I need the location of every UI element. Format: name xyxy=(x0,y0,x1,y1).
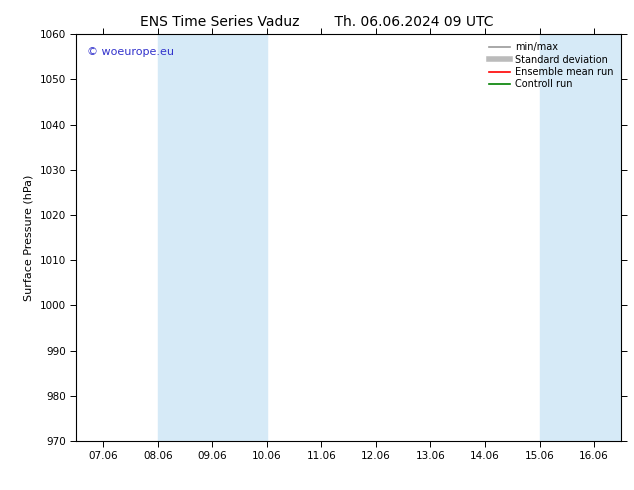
Bar xyxy=(158,34,212,441)
Y-axis label: Surface Pressure (hPa): Surface Pressure (hPa) xyxy=(24,174,34,301)
Bar xyxy=(540,34,594,441)
Bar xyxy=(212,34,267,441)
Text: © woeurope.eu: © woeurope.eu xyxy=(87,47,174,56)
Legend: min/max, Standard deviation, Ensemble mean run, Controll run: min/max, Standard deviation, Ensemble me… xyxy=(486,39,616,92)
Bar xyxy=(594,34,621,441)
Text: ENS Time Series Vaduz        Th. 06.06.2024 09 UTC: ENS Time Series Vaduz Th. 06.06.2024 09 … xyxy=(140,15,494,29)
